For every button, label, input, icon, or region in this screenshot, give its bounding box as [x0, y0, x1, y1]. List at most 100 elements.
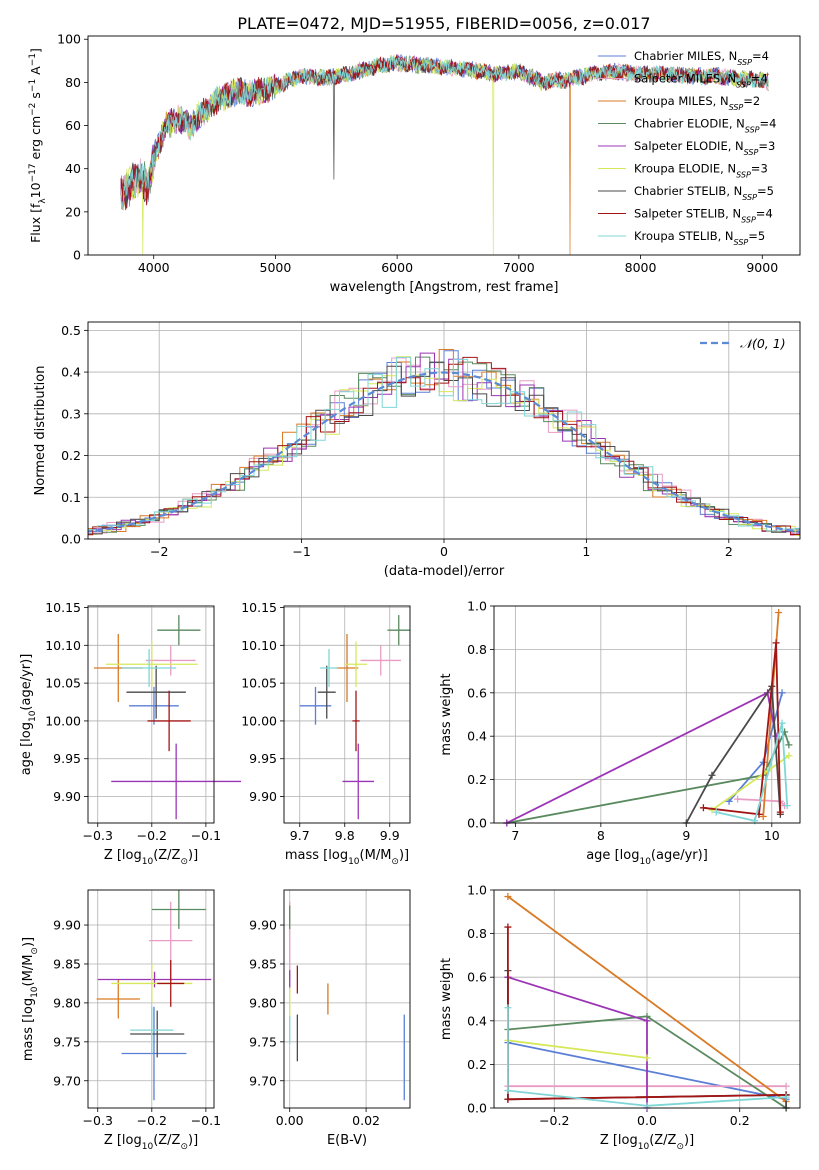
y-axis-label: age [log10(age/yr)]	[19, 654, 38, 776]
y-tick-label: 0	[73, 248, 81, 263]
x-tick-label: 9.8	[335, 828, 355, 843]
y-tick-label: 0.2	[467, 772, 487, 787]
x-tick-label: 1	[582, 544, 590, 559]
weight-marker	[783, 802, 791, 810]
y-tick-label: 9.90	[249, 918, 277, 933]
spectrum-lines	[120, 53, 769, 255]
axes-age-vs-mass: 9.7 9.8 9.9 9.90 9.95 10.00 10.05 10.10 10.15	[241, 600, 410, 843]
legend-label: Chabrier MILES, NSSP=4	[634, 49, 769, 67]
weight-series-line	[685, 683, 782, 824]
errorbar-point	[151, 890, 206, 929]
x-tick-label: 0.0	[637, 1113, 657, 1128]
y-tick-label: 9.90	[53, 918, 81, 933]
y-tick-label: 9.75	[249, 1034, 277, 1049]
x-tick-label: −0.1	[191, 1113, 221, 1128]
errorbar-point	[97, 971, 212, 988]
errorbar-point	[317, 665, 336, 719]
x-tick-label: 9000	[746, 260, 778, 275]
y-tick-label: 9.70	[249, 1073, 277, 1088]
x-tick-label: −0.3	[83, 828, 113, 843]
x-tick-label: 7000	[503, 260, 535, 275]
errorbars-mass-vs-Z	[96, 890, 212, 1101]
x-tick-label: 2	[725, 544, 733, 559]
axes-frame-mass-weight-vs-age	[493, 605, 801, 824]
errorbar-point	[130, 1010, 185, 1058]
axes-residual-histogram: −2 −1 0 1 2 0.0 0.1 0.2 0.3 0.4 0.5	[61, 322, 800, 559]
y-tick-label: 0.0	[467, 816, 487, 831]
errorbar-point	[105, 641, 198, 687]
weight-series-line	[507, 1039, 648, 1059]
x-tick-label: 0.00	[276, 1113, 304, 1128]
legend-label: Kroupa MILES, NSSP=2	[634, 94, 760, 112]
y-axis-label: mass [log10(M/M⊙)]	[21, 937, 40, 1061]
y-tick-label: 0.1	[61, 490, 81, 505]
errorbar-point	[126, 665, 186, 719]
weight-marker	[785, 741, 793, 749]
weight-series-line	[506, 1007, 787, 1107]
y-tick-label: 9.85	[249, 956, 277, 971]
y-tick-label: 0.2	[467, 1057, 487, 1072]
weight-marker	[776, 808, 784, 816]
weight-marker	[643, 1017, 651, 1025]
y-tick-label: 0.5	[61, 323, 81, 338]
errorbar-point	[145, 645, 196, 676]
y-tick-label: 10.10	[45, 638, 81, 653]
weight-marker	[699, 804, 707, 812]
y-tick-label: 10.00	[45, 713, 81, 728]
x-tick-label: −0.2	[539, 1113, 569, 1128]
x-axis-label: Z [log10(Z/Z⊙)]	[104, 1133, 198, 1152]
x-tick-label: 9.7	[290, 828, 310, 843]
y-tick-label: 20	[65, 204, 81, 219]
y-tick-label: 9.90	[249, 789, 277, 804]
errorbar-point	[352, 690, 360, 752]
x-tick-label: 5000	[260, 260, 292, 275]
errorbar-point	[342, 743, 374, 820]
axes-age-vs-Z: −0.3 −0.2 −0.1 9.90 9.95 10.00 10.05 10.10 10.15	[45, 600, 221, 843]
x-axis-label: Z [log10(Z/Z⊙)]	[104, 848, 198, 867]
weight-series-line	[506, 729, 790, 824]
legend-label: Chabrier ELODIE, NSSP=4	[634, 117, 776, 135]
weight-series-line	[506, 691, 777, 824]
errorbar-point	[121, 1006, 187, 1101]
y-tick-label: 9.75	[53, 1034, 81, 1049]
x-tick-label: 10	[764, 828, 780, 843]
errorbar-point	[387, 615, 410, 646]
y-tick-label: 60	[65, 118, 81, 133]
axes-frame-mass-weight-vs-Z	[493, 889, 801, 1109]
spectrum-series-line	[120, 55, 769, 255]
errorbar-point	[157, 615, 201, 646]
weight-marker	[504, 1004, 512, 1012]
y-tick-label: 10.10	[241, 638, 277, 653]
weight-marker	[643, 1054, 651, 1062]
errorbars-age-vs-Z	[93, 615, 242, 820]
weight-marker	[504, 923, 512, 931]
weight-series-line	[716, 722, 789, 822]
errorbar-point	[344, 641, 368, 687]
y-tick-label: 9.80	[53, 995, 81, 1010]
x-tick-label: −0.2	[137, 828, 167, 843]
axes-frame-residual-histogram	[87, 321, 801, 540]
errorbar-point	[320, 649, 338, 687]
weight-marker	[708, 771, 716, 779]
x-tick-label: 0.2	[730, 1113, 750, 1128]
histogram-series-step	[88, 350, 800, 535]
x-axis-label: Z [log10(Z/Z⊙)]	[600, 1133, 694, 1152]
x-tick-label: 4000	[138, 260, 170, 275]
legend-label: 𝒩(0, 1)	[740, 336, 786, 351]
errorbars-age-vs-mass	[299, 615, 410, 820]
weight-marker	[778, 719, 786, 727]
legend-label: Kroupa ELODIE, NSSP=3	[634, 162, 768, 180]
errorbar-point	[111, 743, 242, 820]
x-tick-label: 6000	[381, 260, 413, 275]
y-tick-label: 0.4	[467, 1013, 487, 1028]
spectrum-legend: Chabrier MILES, NSSP=4 Salpeter MILES, NS…	[598, 49, 776, 247]
y-axis-label: Normed distribution	[33, 366, 48, 496]
y-tick-label: 10.15	[241, 600, 277, 615]
x-tick-label: 8000	[625, 260, 657, 275]
weight-marker	[782, 1082, 790, 1090]
errorbar-point	[129, 686, 179, 725]
y-tick-label: 1.0	[467, 883, 487, 898]
axes-mass-weight-vs-age: 7 8 9 10 0.0 0.2 0.4 0.6 0.8 1.0	[467, 599, 800, 843]
legend-label: Salpeter MILES, NSSP=4	[634, 72, 768, 90]
